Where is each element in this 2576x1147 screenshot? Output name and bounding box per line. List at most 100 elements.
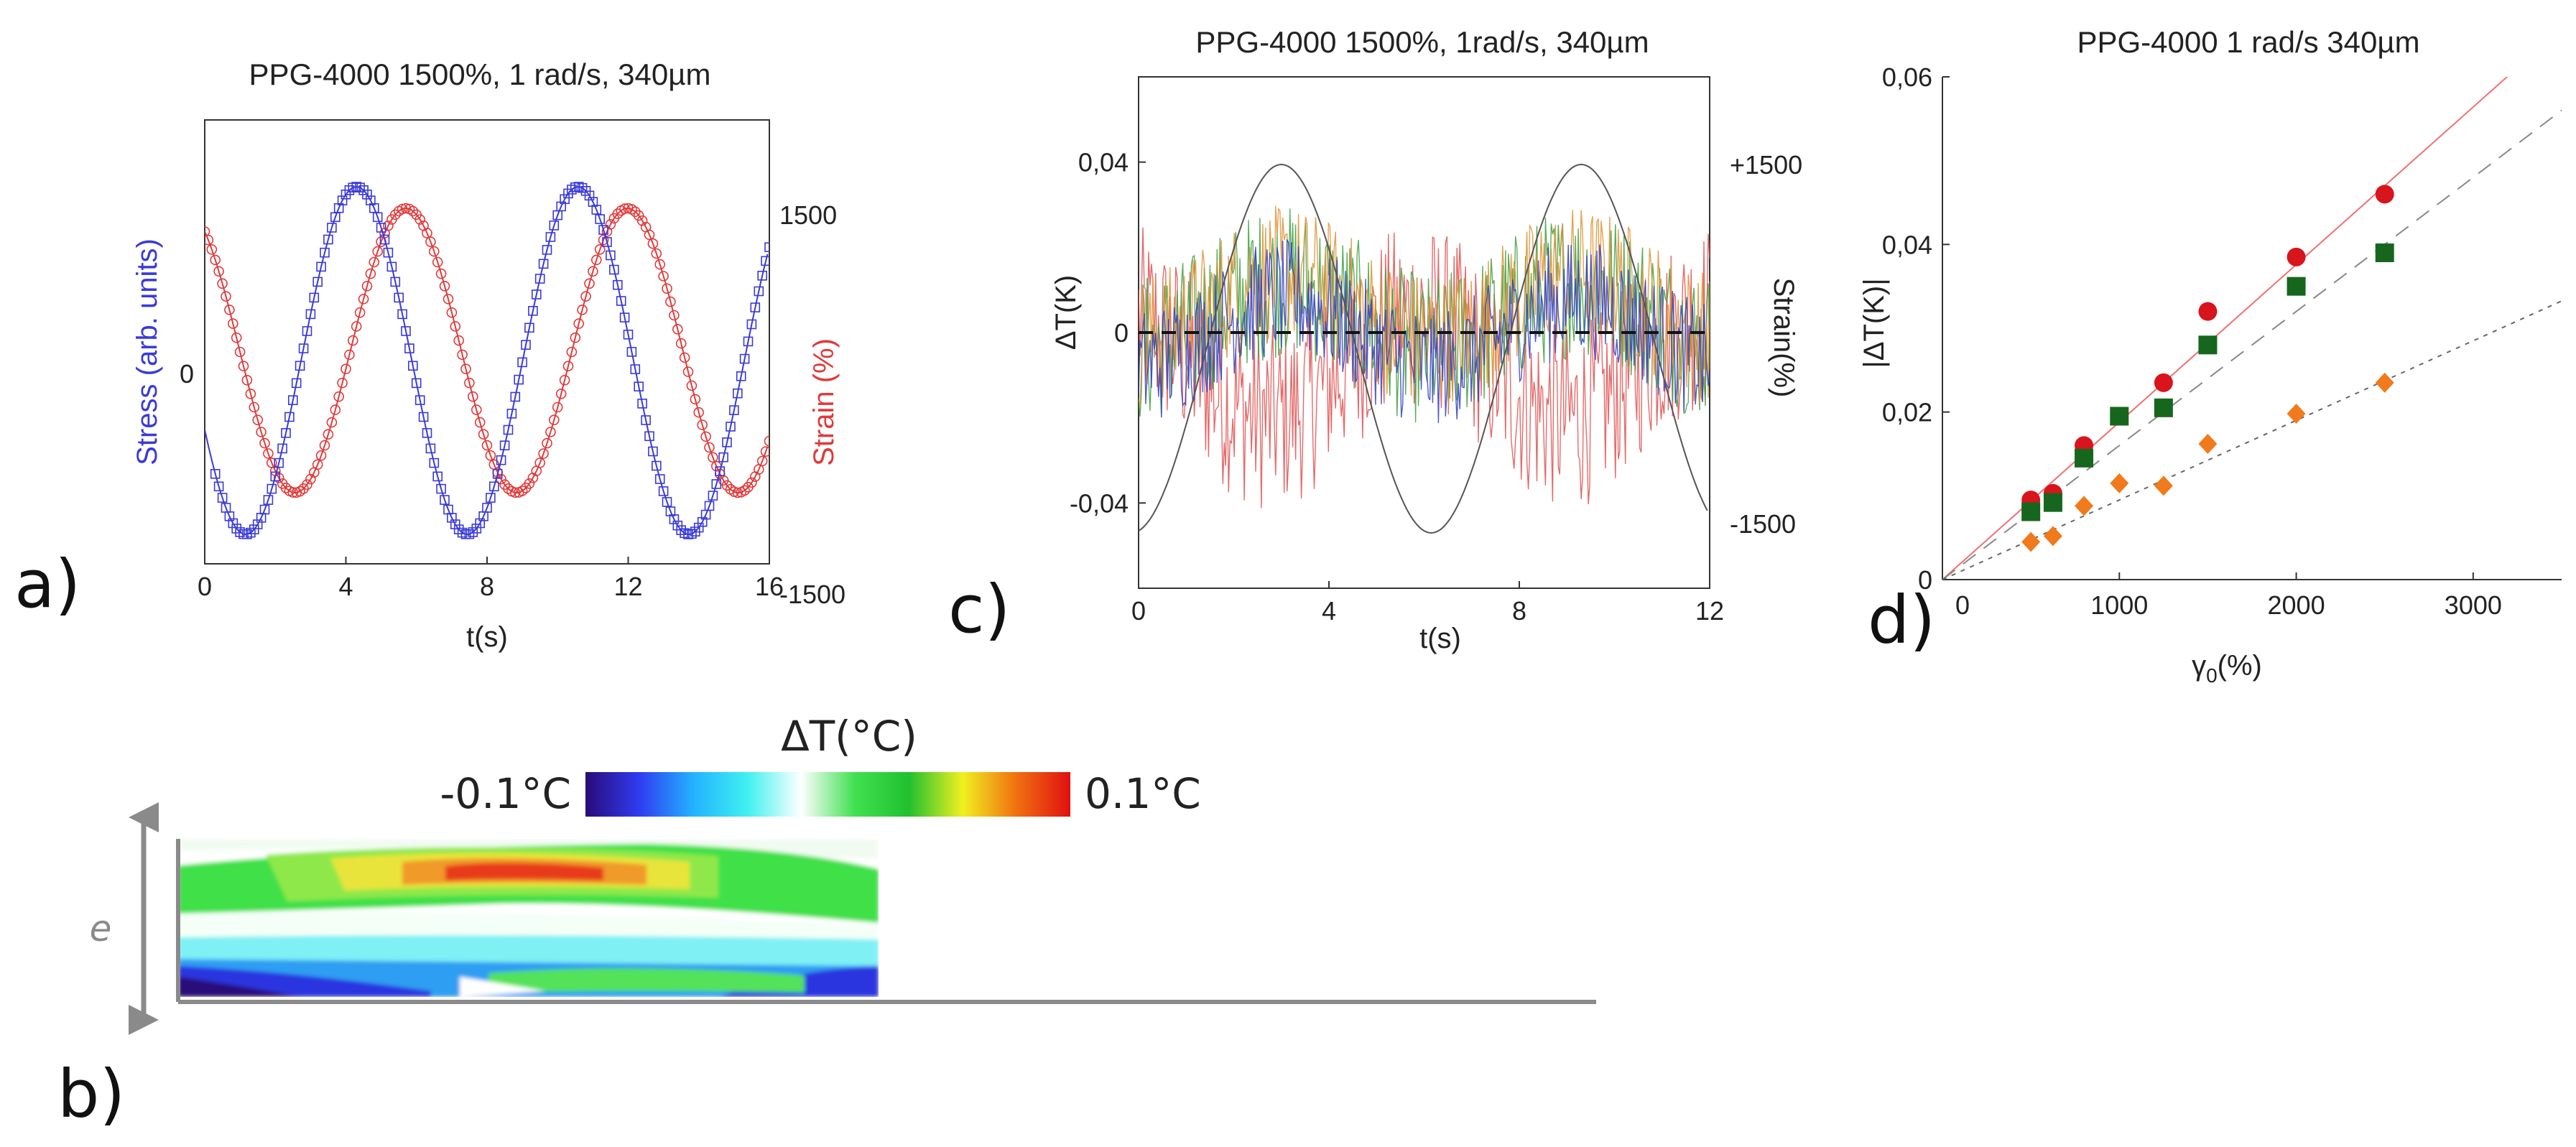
panel-a-strain-point: [686, 380, 698, 391]
panel-d-point-diamond: [2075, 496, 2094, 516]
panel-a-stress-point: [323, 234, 333, 245]
panel-a-strain-point: [594, 243, 606, 255]
panel-a-x-tick-label: 8: [480, 572, 494, 601]
panel-a-strain-point: [566, 346, 578, 358]
panel-a-stress-point: [718, 452, 728, 463]
panel-a-strain-line: [205, 207, 769, 494]
panel-a-strain-point: [693, 407, 705, 418]
panel-d-y-ticks: 0 0,02 0,04 0,06: [1882, 62, 1950, 595]
panel-a-stress-point: [704, 501, 715, 511]
panel-a-stress-point: [754, 286, 764, 297]
panel-a-strain-point: [669, 310, 680, 321]
panel-c-strain-line: [1139, 163, 1708, 534]
panel-d-fit-line: [1942, 300, 2562, 580]
panel-a-strain-point: [577, 305, 588, 315]
panel-a-strain-point: [263, 448, 274, 459]
panel-a-strain-point: [305, 473, 316, 485]
panel-a-x-ticks: 0 4 8 12 16: [198, 557, 784, 601]
panel-a-strain-point: [636, 215, 648, 226]
panel-a-stress-point: [634, 381, 644, 392]
panel-a-stress-point: [606, 250, 616, 261]
panel-a-strain-point: [234, 346, 246, 358]
panel-a-stress-point: [213, 481, 224, 492]
panel-a-strain-point: [619, 203, 630, 214]
panel-a-stress-point: [556, 201, 567, 212]
panel-d-x-ticks: 0 1000 2000 3000: [1942, 572, 2502, 620]
panel-a-stress-point: [320, 247, 330, 258]
panel-a-strain-point: [467, 391, 478, 402]
panel-a-stress-point: [447, 513, 457, 523]
panel-d-point-square: [2154, 398, 2173, 417]
panel-a-stress-point: [524, 322, 534, 333]
panel-a-stress-line: [205, 185, 769, 536]
panel-d-point-diamond: [2198, 434, 2218, 454]
panel-d-point-circle: [2154, 373, 2173, 392]
panel-c-x-tick-label: 12: [1695, 596, 1724, 626]
panel-d-point-square: [2075, 448, 2094, 468]
panel-a: PPG-4000 1500%, 1 rad/s, 340µm 0 4 8 12 16 t…: [14, 57, 845, 653]
panel-a-stress-point: [316, 261, 326, 272]
panel-a-stress-point: [450, 519, 460, 529]
panel-a-stress-point: [549, 220, 560, 231]
panel-d-point-square: [2043, 493, 2062, 512]
panel-a-x-tick-label: 4: [338, 572, 353, 601]
panel-a-stress-point: [680, 528, 690, 539]
panel-a-xlabel: t(s): [466, 621, 508, 653]
panel-a-stress-point: [750, 302, 761, 312]
panel-a-stress-point: [665, 506, 676, 516]
panel-a-strain-point: [548, 414, 560, 426]
panel-label-b: b): [57, 1056, 125, 1133]
panel-a-stress-point: [545, 232, 556, 242]
panel-a-strain-point: [217, 278, 228, 289]
panel-c-ylabel: ΔT(K): [1050, 275, 1082, 350]
panel-a-strain-point: [658, 271, 669, 282]
panel-a-strain-point: [210, 254, 221, 266]
panel-a-strain-point: [605, 219, 616, 230]
panel-a-x-tick-label: 0: [198, 572, 212, 601]
panel-a-stress-point: [291, 378, 302, 389]
panel-d-point-diamond: [2154, 475, 2173, 496]
panel-a-stress-point: [567, 185, 577, 195]
panel-a-stress-point: [612, 279, 623, 290]
panel-a-strain-point: [570, 332, 581, 343]
panel-label-d: d): [1868, 582, 1935, 659]
panel-a-stress-point: [411, 378, 422, 389]
map-band-white: [178, 911, 879, 939]
panel-a-strain-point: [756, 455, 768, 467]
panel-a-strain-point: [302, 479, 312, 491]
panel-a-stress-point: [757, 270, 767, 281]
panel-a-strain-point: [573, 318, 585, 329]
panel-a-stress-point: [722, 437, 732, 447]
panel-a-strain-point: [474, 417, 486, 428]
panel-a-stress-point: [708, 491, 718, 501]
panel-a-strain-point: [425, 236, 436, 247]
panel-a-strain-point: [326, 417, 338, 428]
panel-a-stress-point: [210, 468, 221, 479]
panel-a-stress-point: [492, 468, 503, 479]
panel-d: PPG-4000 1 rad/s 340µm 0 1000 2000 3000 0 0,…: [1858, 25, 2562, 687]
panel-a-stress-point: [414, 395, 425, 406]
panel-a-strain-point: [524, 478, 535, 489]
panel-a-stress-point: [397, 309, 407, 320]
panel-a-strain-point: [446, 307, 458, 318]
panel-a-stress-point: [715, 466, 726, 476]
panel-a-stress-point: [669, 514, 680, 524]
panel-a-stress-point: [383, 247, 394, 258]
panel-a-stress-point: [743, 336, 754, 347]
panel-a-ylabel-stress: Stress (arb. units): [131, 238, 163, 465]
panel-a-stress-point: [471, 524, 482, 534]
panel-label-a: a): [14, 546, 80, 623]
thickness-label: e: [90, 908, 112, 949]
panel-a-x-tick-label: 16: [755, 572, 784, 601]
panel-a-stress-point: [274, 458, 284, 468]
panel-a-stress-point: [482, 503, 492, 513]
panel-c-x-tick-label: 0: [1131, 596, 1146, 626]
panel-a-stress-point: [246, 527, 256, 538]
panel-c-x-tick-label: 8: [1512, 596, 1526, 626]
panel-a-stress-point: [739, 353, 750, 364]
map-band-green-lower: [488, 968, 805, 993]
panel-a-strain-point: [428, 246, 440, 257]
panel-a-right-tick-top: 1500: [779, 200, 837, 230]
panel-c-y-tick-label: -0,04: [1070, 488, 1129, 518]
panel-a-strain-point: [690, 394, 701, 405]
